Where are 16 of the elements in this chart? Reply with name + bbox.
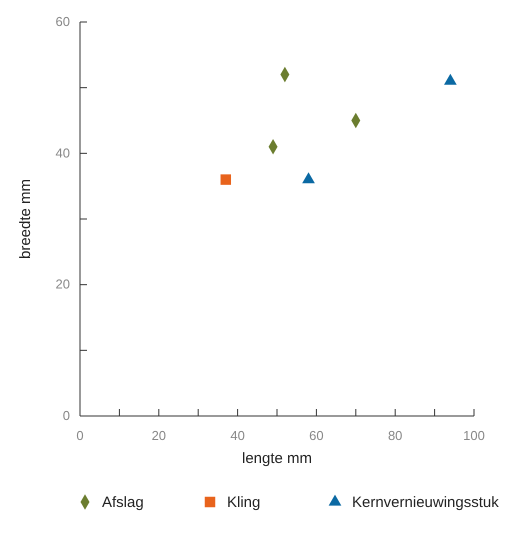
x-tick-label: 60 xyxy=(309,428,324,443)
legend-label: Kernvernieuwingsstuk xyxy=(352,494,500,511)
y-tick-label: 40 xyxy=(56,145,70,160)
y-tick-label: 0 xyxy=(62,408,70,423)
y-axis-title: breedte mm xyxy=(17,178,34,260)
x-tick-label: 100 xyxy=(463,428,485,443)
legend-label: Kling xyxy=(227,494,260,511)
point xyxy=(220,174,232,185)
x-tick-label: 20 xyxy=(152,428,166,443)
legend-label: Afslag xyxy=(102,494,144,511)
y-tick-label: 20 xyxy=(56,276,70,292)
y-tick-label: 60 xyxy=(56,14,70,29)
x-tick-label: 80 xyxy=(388,428,402,443)
x-axis-title: lengte mm xyxy=(242,450,312,467)
x-tick-label: 0 xyxy=(76,428,84,443)
x-tick-label: 40 xyxy=(230,428,245,443)
